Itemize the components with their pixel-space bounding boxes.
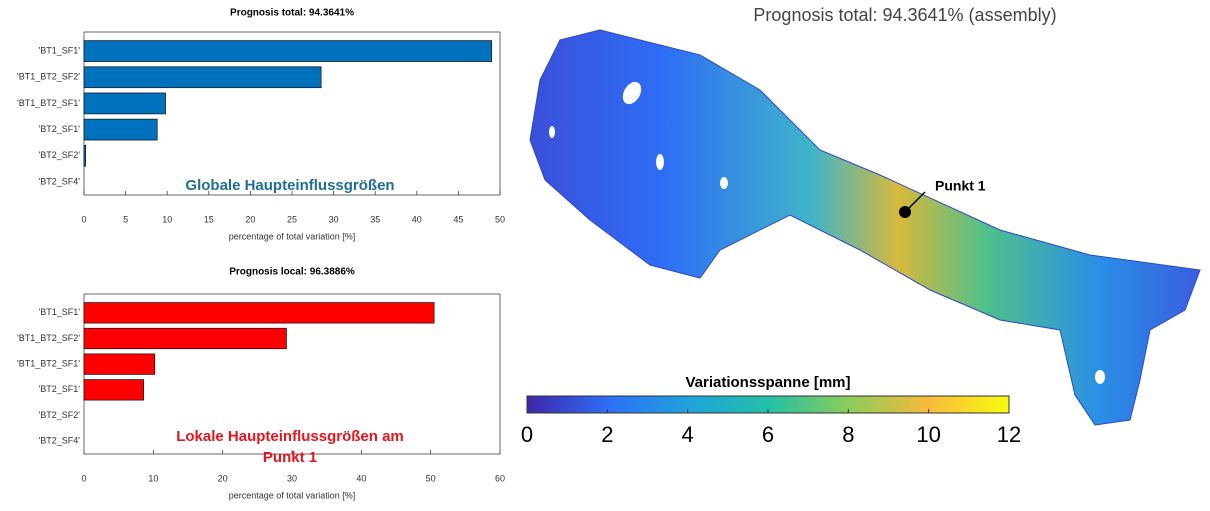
y-tick-label: 'BT1_SF1' — [39, 307, 81, 317]
colorbar-tick-label: 10 — [916, 422, 940, 447]
y-tick-label: 'BT1_BT2_SF1' — [17, 98, 80, 108]
annotation: Globale Haupteinflussgrößen — [185, 177, 394, 194]
y-tick-label: 'BT1_BT2_SF1' — [17, 359, 80, 369]
y-tick-label: 'BT2_SF2' — [39, 150, 81, 160]
y-tick-label: 'BT2_SF2' — [39, 410, 81, 420]
x-tick-label: 30 — [329, 214, 339, 224]
bar — [84, 41, 492, 62]
x-tick-label: 40 — [356, 473, 366, 483]
colorbar-tick-label: 4 — [682, 422, 694, 447]
bar — [84, 67, 321, 88]
x-tick-label: 50 — [426, 473, 436, 483]
annotation: Lokale Haupteinflussgrößen am — [176, 428, 404, 445]
bar — [84, 380, 144, 401]
point-label: Punkt 1 — [935, 178, 986, 194]
bar — [84, 119, 157, 140]
y-tick-label: 'BT2_SF1' — [39, 124, 81, 134]
x-tick-label: 20 — [218, 473, 228, 483]
colorbar-tick-label: 0 — [521, 422, 533, 447]
part-geometry — [530, 30, 1200, 425]
x-tick-label: 10 — [162, 214, 172, 224]
bar — [84, 145, 86, 166]
x-tick-label: 20 — [245, 214, 255, 224]
bar — [84, 303, 434, 324]
x-tick-label: 30 — [287, 473, 297, 483]
colorbar-tick-label: 8 — [842, 422, 854, 447]
y-tick-label: 'BT2_SF4' — [39, 436, 81, 446]
x-tick-label: 35 — [370, 214, 380, 224]
x-axis-label: percentage of total variation [%] — [229, 490, 356, 500]
y-tick-label: 'BT1_SF1' — [39, 45, 81, 55]
x-tick-label: 40 — [412, 214, 422, 224]
point-marker — [899, 206, 911, 218]
y-tick-label: 'BT2_SF4' — [39, 176, 81, 186]
x-tick-label: 50 — [495, 214, 505, 224]
x-tick-label: 15 — [204, 214, 214, 224]
x-tick-label: 25 — [287, 214, 297, 224]
y-tick-label: 'BT2_SF1' — [39, 384, 81, 394]
figure: Prognosis total: 94.3641%051015202530354… — [0, 0, 1210, 506]
colorbar-tick-label: 12 — [997, 422, 1021, 447]
chart-title: Prognosis local: 96.3886% — [229, 267, 355, 278]
x-axis-label: percentage of total variation [%] — [229, 231, 356, 241]
chart-title: Prognosis total: 94.3641% — [230, 8, 354, 19]
colorbar-tick-label: 6 — [762, 422, 774, 447]
x-tick-label: 0 — [81, 214, 86, 224]
y-tick-label: 'BT1_BT2_SF2' — [17, 72, 80, 82]
bar — [84, 354, 155, 375]
annotation: Punkt 1 — [263, 449, 317, 466]
x-tick-label: 0 — [81, 473, 86, 483]
x-tick-label: 10 — [148, 473, 158, 483]
bar — [84, 93, 166, 114]
bar — [84, 328, 286, 349]
x-tick-label: 5 — [123, 214, 128, 224]
colorbar-title: Variationsspanne [mm] — [685, 374, 850, 391]
colorbar-tick-label: 2 — [601, 422, 613, 447]
panel-title: Prognosis total: 94.3641% (assembly) — [753, 5, 1056, 25]
x-tick-label: 60 — [495, 473, 505, 483]
y-tick-label: 'BT1_BT2_SF2' — [17, 333, 80, 343]
x-tick-label: 45 — [453, 214, 463, 224]
